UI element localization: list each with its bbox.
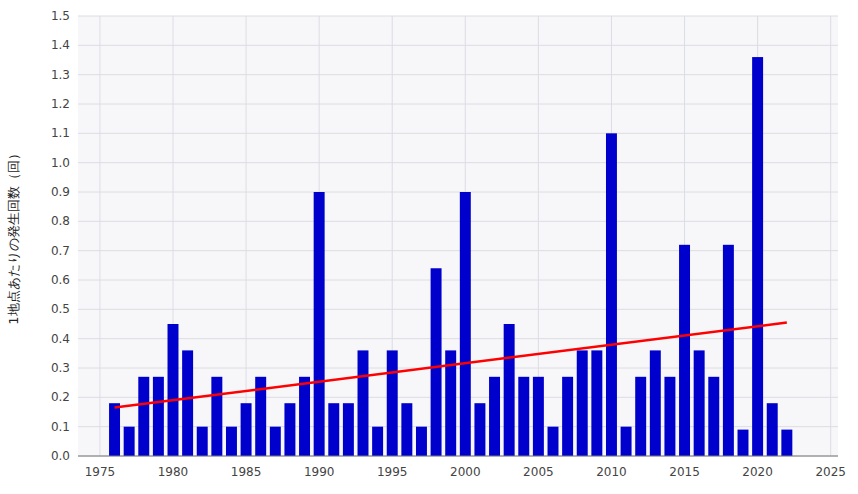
x-tick-label: 1975 [85, 465, 116, 479]
y-tick-label: 1.4 [51, 38, 70, 52]
y-axis-label: 1地点あたりの発生回数（回） [6, 147, 21, 324]
grid-line-y [78, 133, 838, 134]
plot-area [78, 16, 838, 456]
bar [168, 324, 179, 456]
bar [138, 377, 149, 456]
bar [270, 427, 281, 456]
grid-line-y [78, 221, 838, 222]
bar [284, 403, 295, 456]
bar [650, 350, 661, 456]
bar [752, 57, 763, 456]
trend-line [115, 323, 787, 408]
bar [664, 377, 675, 456]
y-tick-label: 0.6 [51, 273, 70, 287]
bar [416, 427, 427, 456]
y-tick-label: 1.2 [51, 97, 70, 111]
y-tick-label: 0.8 [51, 214, 70, 228]
x-axis-line [78, 456, 838, 457]
bar [518, 377, 529, 456]
bar [153, 377, 164, 456]
grid-line-y [78, 456, 838, 457]
x-tick-label: 1995 [377, 465, 408, 479]
y-tick-label: 1.3 [51, 68, 70, 82]
x-tick-label: 1985 [231, 465, 262, 479]
bar [621, 427, 632, 456]
tick-labels: 0.0 0.1 0.2 0.3 0.4 0.5 0.6 0.7 0.8 0.9 1.0 1.1 1.2 1… [51, 9, 846, 479]
grid-line-y [78, 45, 838, 46]
y-tick-label: 0.9 [51, 185, 70, 199]
bar [241, 403, 252, 456]
bar [489, 377, 500, 456]
bar [197, 427, 208, 456]
bar [387, 350, 398, 456]
y-tick-label: 0.4 [51, 332, 70, 346]
bar [548, 427, 559, 456]
x-tick-label: 2010 [596, 465, 627, 479]
x-tick-label: 1990 [304, 465, 335, 479]
marks [109, 57, 792, 456]
bar [299, 377, 310, 456]
bar [694, 350, 705, 456]
y-tick-label: 0.7 [51, 244, 70, 258]
bar [124, 427, 135, 456]
y-tick-label: 1.1 [51, 126, 70, 140]
x-tick-label: 2025 [815, 465, 846, 479]
bar [109, 403, 120, 456]
bar [533, 377, 544, 456]
bar [781, 430, 792, 456]
bar [343, 403, 354, 456]
x-tick-label: 2000 [450, 465, 481, 479]
bar [182, 350, 193, 456]
bar [504, 324, 515, 456]
bar [708, 377, 719, 456]
bar [767, 403, 778, 456]
grid [78, 16, 838, 456]
grid-line-y [78, 74, 838, 75]
grid-line-y [78, 104, 838, 105]
x-tick-label: 2005 [523, 465, 554, 479]
y-tick-label: 1.0 [51, 156, 70, 170]
grid-line-y [78, 162, 838, 163]
bar [372, 427, 383, 456]
x-tick-label: 2020 [742, 465, 773, 479]
x-tick-label: 2015 [669, 465, 700, 479]
y-tick-label: 0.2 [51, 390, 70, 404]
bar [314, 192, 325, 456]
grid-line-x [99, 16, 100, 456]
bar [679, 245, 690, 456]
grid-line-x [830, 16, 831, 456]
y-tick-label: 1.5 [51, 9, 70, 23]
bar [723, 245, 734, 456]
bar [591, 350, 602, 456]
bar [606, 133, 617, 456]
y-tick-label: 0.1 [51, 420, 70, 434]
chart: 0.0 0.1 0.2 0.3 0.4 0.5 0.6 0.7 0.8 0.9 1.0 1.1 1.2 1… [0, 0, 858, 494]
bar [577, 350, 588, 456]
bar [635, 377, 646, 456]
y-tick-label: 0.0 [51, 449, 70, 463]
grid-line-y [78, 192, 838, 193]
bar [474, 403, 485, 456]
bar [562, 377, 573, 456]
bar [358, 350, 369, 456]
bar [328, 403, 339, 456]
y-tick-label: 0.5 [51, 302, 70, 316]
bar [211, 377, 222, 456]
bar [431, 268, 442, 456]
bar [401, 403, 412, 456]
bar [738, 430, 749, 456]
grid-line-y [78, 16, 838, 17]
x-tick-label: 1980 [158, 465, 189, 479]
bar [226, 427, 237, 456]
bar [460, 192, 471, 456]
y-tick-label: 0.3 [51, 361, 70, 375]
